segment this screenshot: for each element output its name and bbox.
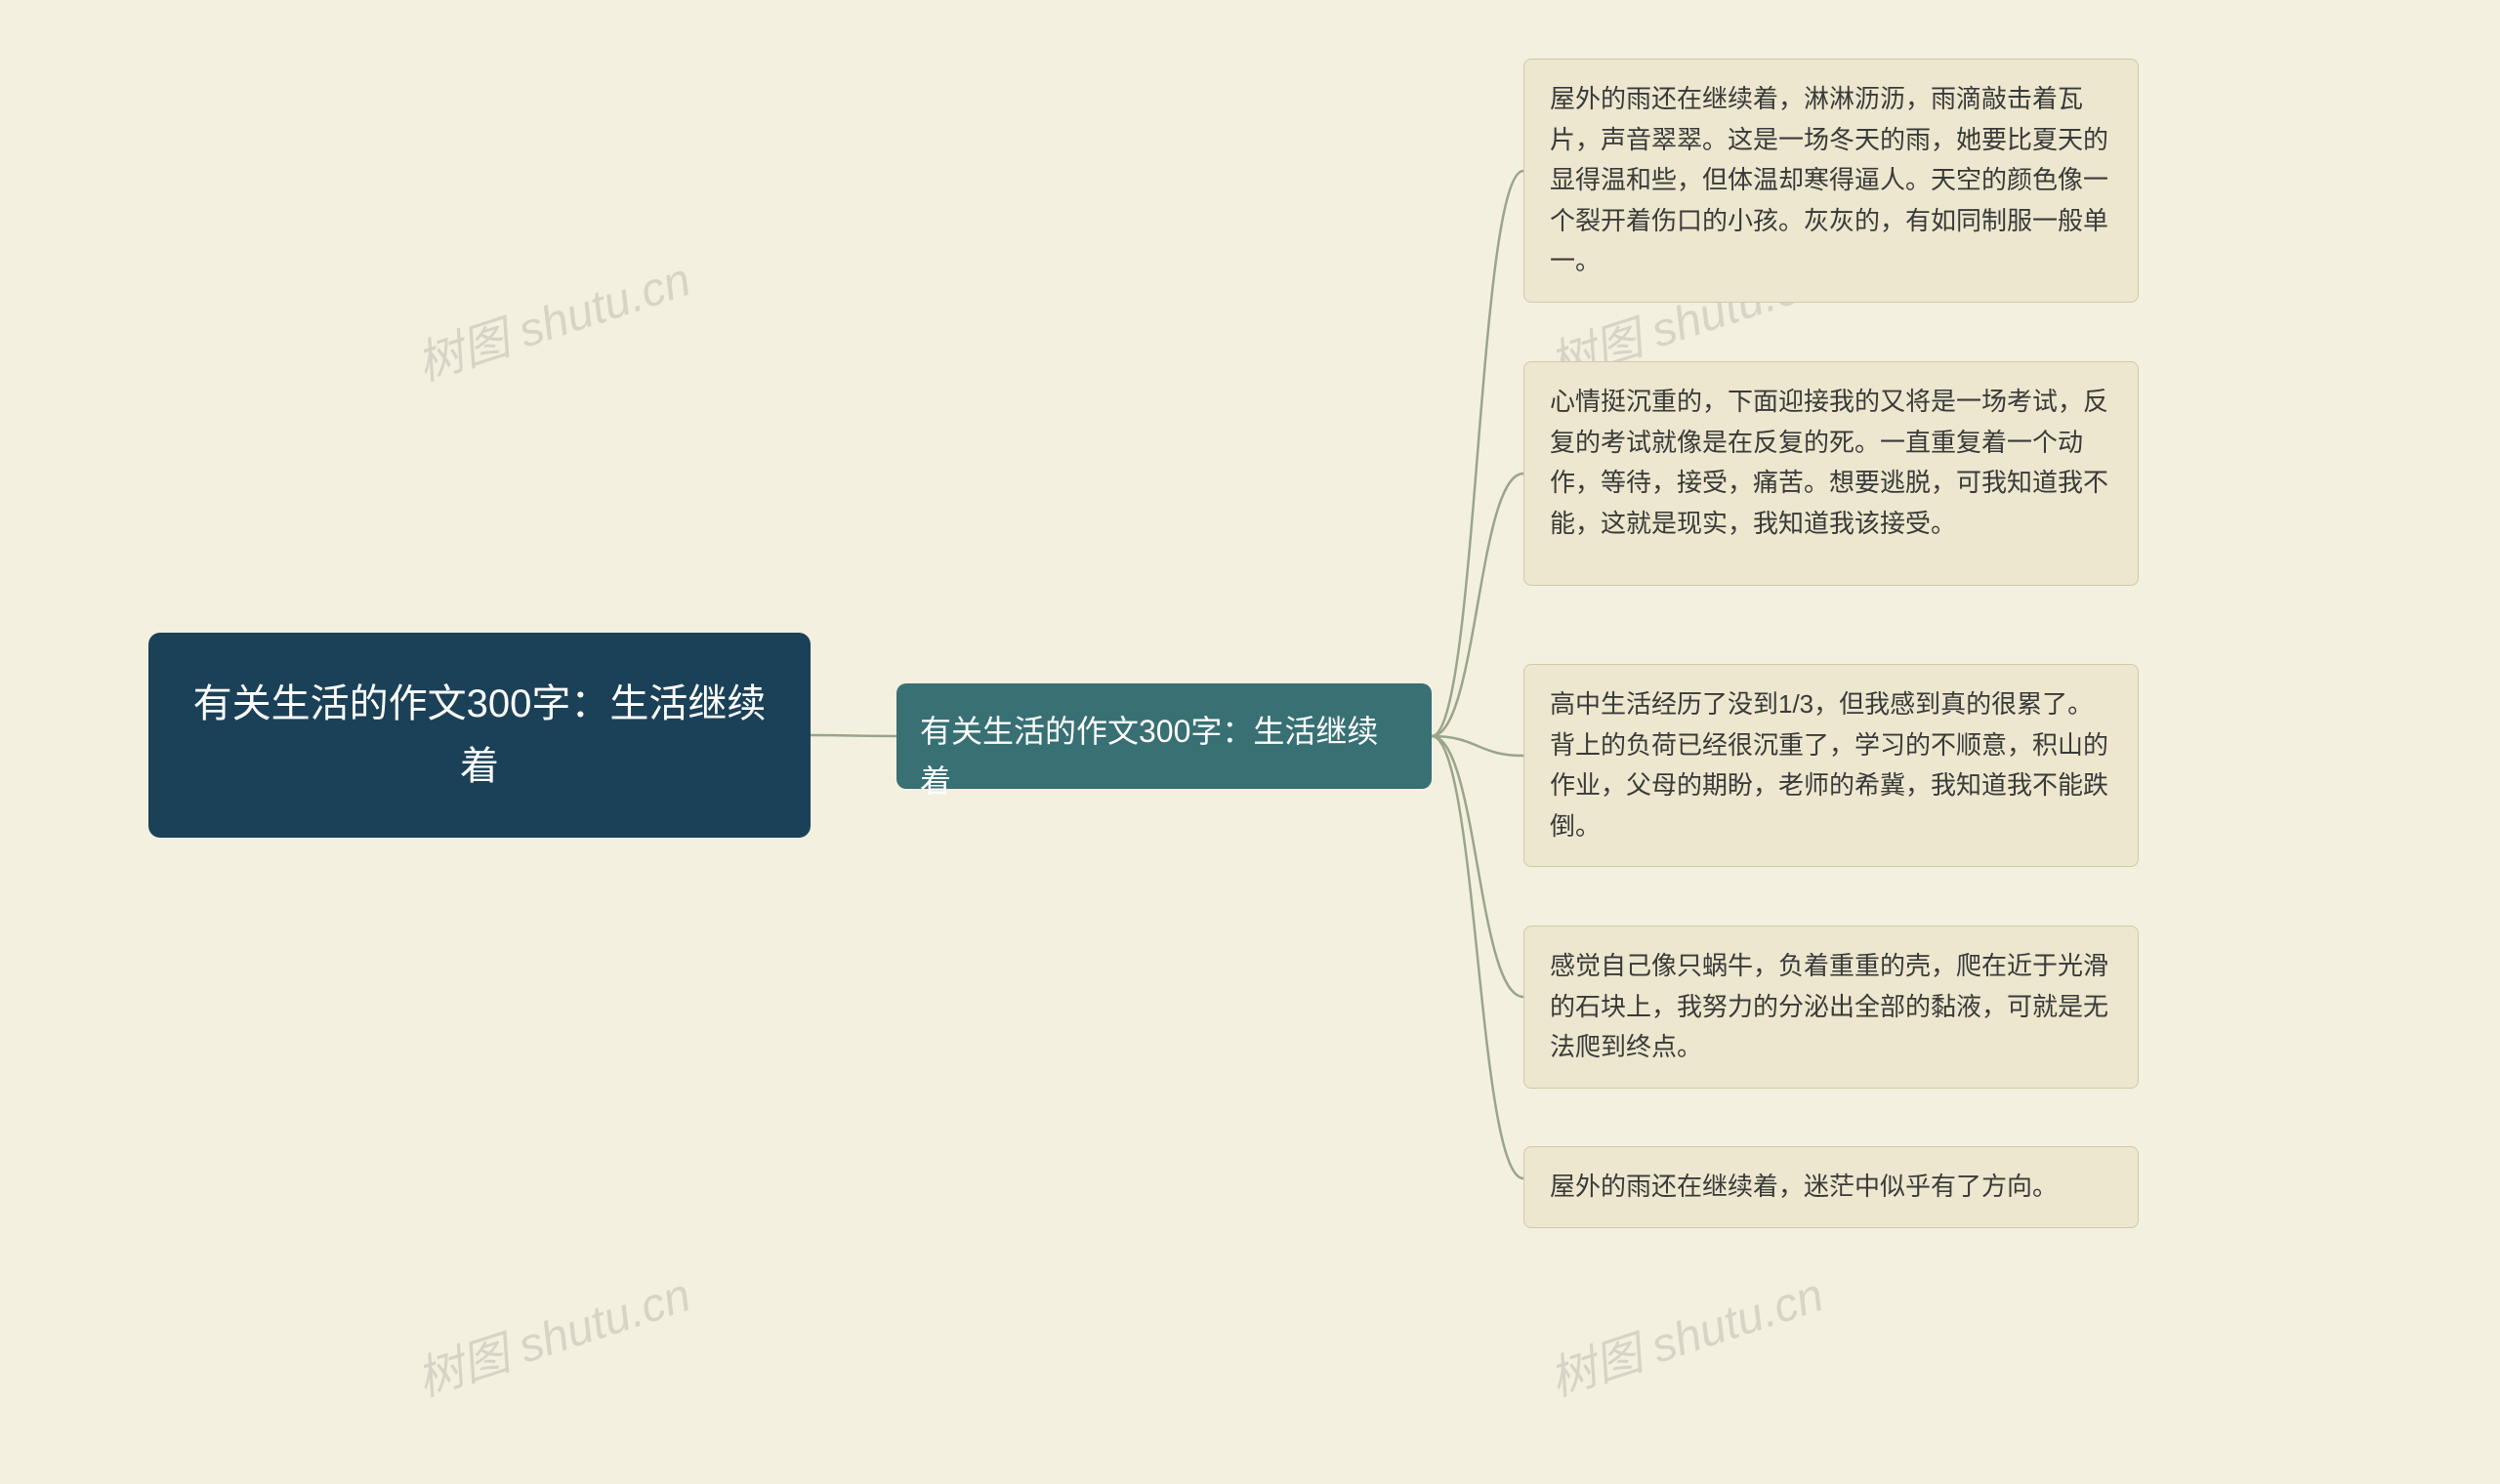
mindmap-leaf-node: 感觉自己像只蜗牛，负着重重的壳，爬在近于光滑的石块上，我努力的分泌出全部的黏液，… [1523,926,2139,1089]
root-label: 有关生活的作文300字：生活继续着 [178,673,781,798]
watermark: 树图 shutu.cn [1539,1257,1830,1409]
mindmap-leaf-node: 心情挺沉重的，下面迎接我的又将是一场考试，反复的考试就像是在反复的死。一直重复着… [1523,361,2139,586]
leaf-label: 高中生活经历了没到1/3，但我感到真的很累了。背上的负荷已经很沉重了，学习的不顺… [1550,689,2108,841]
connector [1432,474,1523,736]
leaf-label: 屋外的雨还在继续着，迷茫中似乎有了方向。 [1550,1172,2058,1201]
mindmap-leaf-node: 高中生活经历了没到1/3，但我感到真的很累了。背上的负荷已经很沉重了，学习的不顺… [1523,664,2139,867]
watermark: 树图 shutu.cn [406,241,697,393]
mindmap-leaf-node: 屋外的雨还在继续着，淋淋沥沥，雨滴敲击着瓦片，声音翠翠。这是一场冬天的雨，她要比… [1523,59,2139,303]
leaf-label: 屋外的雨还在继续着，淋淋沥沥，雨滴敲击着瓦片，声音翠翠。这是一场冬天的雨，她要比… [1550,84,2108,275]
mindmap-mid-node: 有关生活的作文300字：生活继续着 [896,683,1432,789]
mid-label: 有关生活的作文300字：生活继续着 [920,714,1378,799]
leaf-label: 感觉自己像只蜗牛，负着重重的壳，爬在近于光滑的石块上，我努力的分泌出全部的黏液，… [1550,951,2108,1061]
mindmap-leaf-node: 屋外的雨还在继续着，迷茫中似乎有了方向。 [1523,1146,2139,1228]
connector [1432,171,1523,736]
connector [1432,736,1523,1178]
mindmap-root-node: 有关生活的作文300字：生活继续着 [148,633,811,838]
connector [1432,736,1523,756]
connector [811,735,896,736]
connector [1432,736,1523,997]
leaf-label: 心情挺沉重的，下面迎接我的又将是一场考试，反复的考试就像是在反复的死。一直重复着… [1550,387,2108,538]
watermark: 树图 shutu.cn [406,1257,697,1409]
